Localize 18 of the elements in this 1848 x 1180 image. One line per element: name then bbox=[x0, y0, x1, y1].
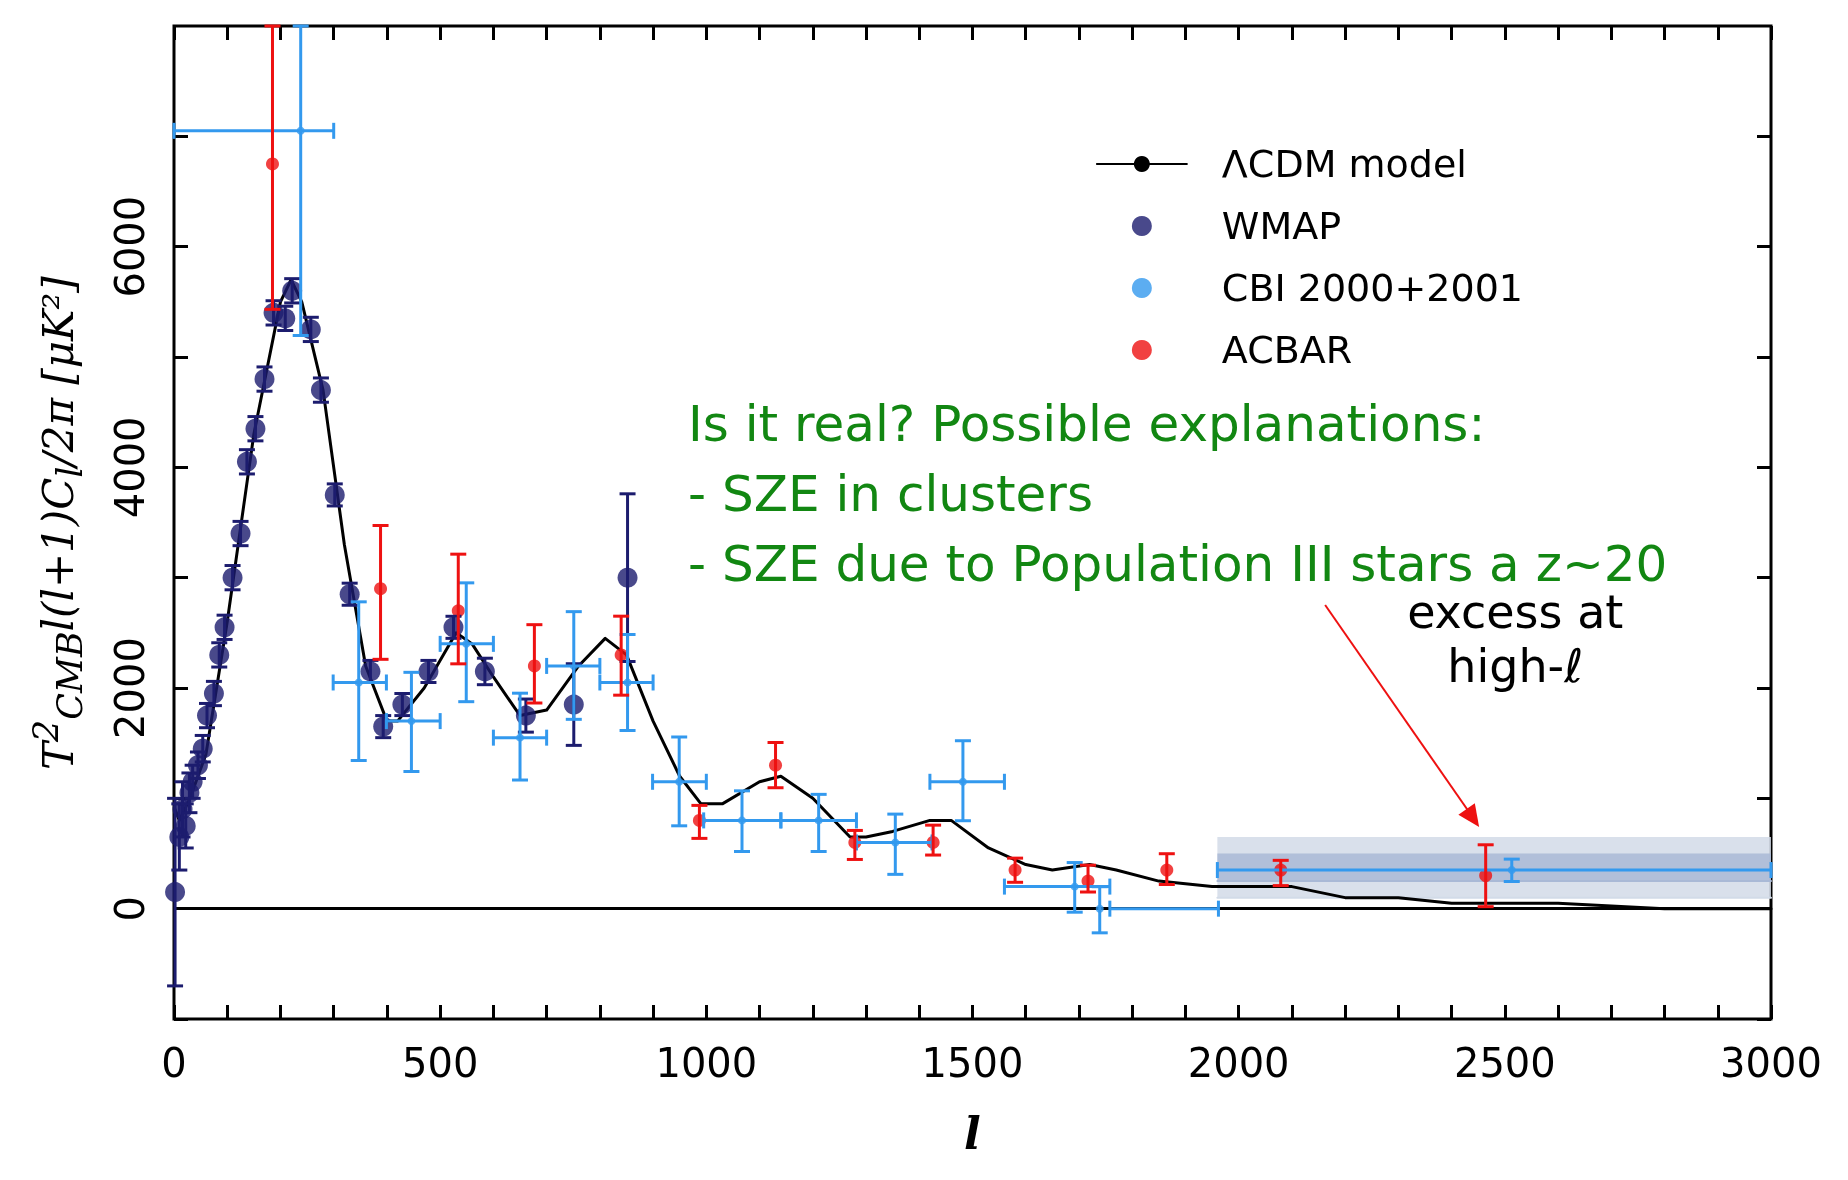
legend-label: WMAP bbox=[1221, 204, 1342, 248]
x-tick-label: 2500 bbox=[1453, 1040, 1556, 1086]
x-tick-label: 1000 bbox=[655, 1040, 758, 1086]
x-tick-label: 500 bbox=[401, 1040, 479, 1086]
legend-label: CBI 2000+2001 bbox=[1221, 266, 1524, 310]
x-tick-label: 2000 bbox=[1187, 1040, 1290, 1086]
x-tick-label: 0 bbox=[161, 1040, 187, 1086]
y-tick-label: 0 bbox=[107, 895, 153, 922]
legend-label: ΛCDM model bbox=[1221, 142, 1467, 186]
x-tick-label: 3000 bbox=[1720, 1040, 1822, 1086]
y-tick-label: 6000 bbox=[107, 195, 153, 298]
annotation: Is it real? Possible explanations: bbox=[688, 395, 1486, 453]
x-axis-title: l bbox=[964, 1108, 981, 1159]
x-tick-label: 1500 bbox=[921, 1040, 1024, 1086]
legend-label: ACBAR bbox=[1221, 328, 1353, 372]
annotation: - SZE in clusters bbox=[688, 465, 1093, 523]
y-tick-label: 4000 bbox=[107, 416, 153, 519]
y-tick-label: 2000 bbox=[107, 637, 153, 739]
